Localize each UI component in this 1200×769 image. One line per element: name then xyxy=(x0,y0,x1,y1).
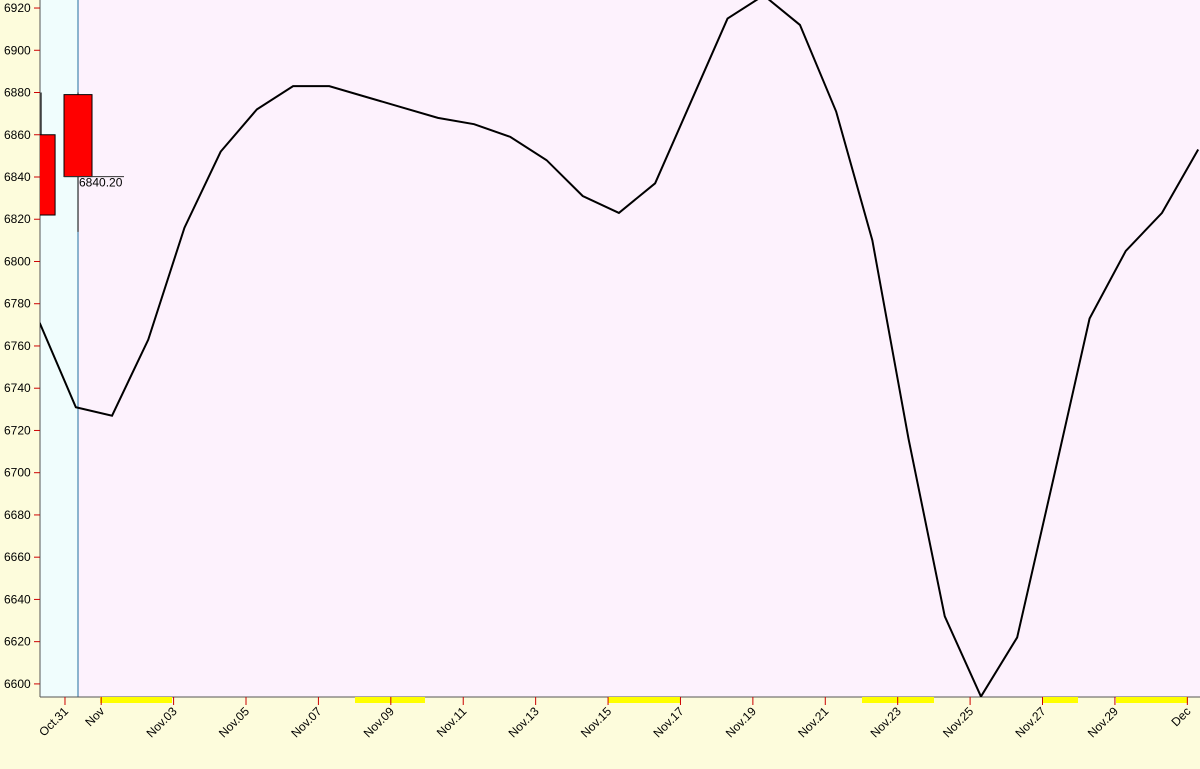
y-tick-label: 6760 xyxy=(4,339,31,353)
y-tick-label: 6860 xyxy=(4,128,31,142)
candle-body xyxy=(63,94,93,178)
y-tick-label: 6800 xyxy=(4,254,31,268)
y-tick-label: 6780 xyxy=(4,297,31,311)
plot-area xyxy=(40,0,1200,697)
weekend-marker xyxy=(355,697,425,703)
plot-content xyxy=(40,0,1200,697)
y-tick-label: 6680 xyxy=(4,508,31,522)
y-tick-label: 6880 xyxy=(4,86,31,100)
y-tick-label: 6700 xyxy=(4,466,31,480)
y-tick-label: 6720 xyxy=(4,423,31,437)
y-tick-label: 6900 xyxy=(4,43,31,57)
y-tick-label: 6600 xyxy=(4,677,31,691)
last-price-label: 6840.20 xyxy=(79,176,123,190)
y-tick-label: 6620 xyxy=(4,635,31,649)
y-tick-label: 6660 xyxy=(4,550,31,564)
weekend-marker xyxy=(100,697,172,703)
weekend-marker xyxy=(1043,697,1078,703)
price-line xyxy=(40,0,1200,697)
weekend-marker xyxy=(608,697,680,703)
y-tick-label: 6820 xyxy=(4,212,31,226)
candle-body xyxy=(40,134,56,216)
weekend-marker xyxy=(1116,697,1188,703)
y-tick-label: 6920 xyxy=(4,1,31,15)
y-tick-label: 6740 xyxy=(4,381,31,395)
y-tick-label: 6840 xyxy=(4,170,31,184)
y-tick-label: 6640 xyxy=(4,592,31,606)
